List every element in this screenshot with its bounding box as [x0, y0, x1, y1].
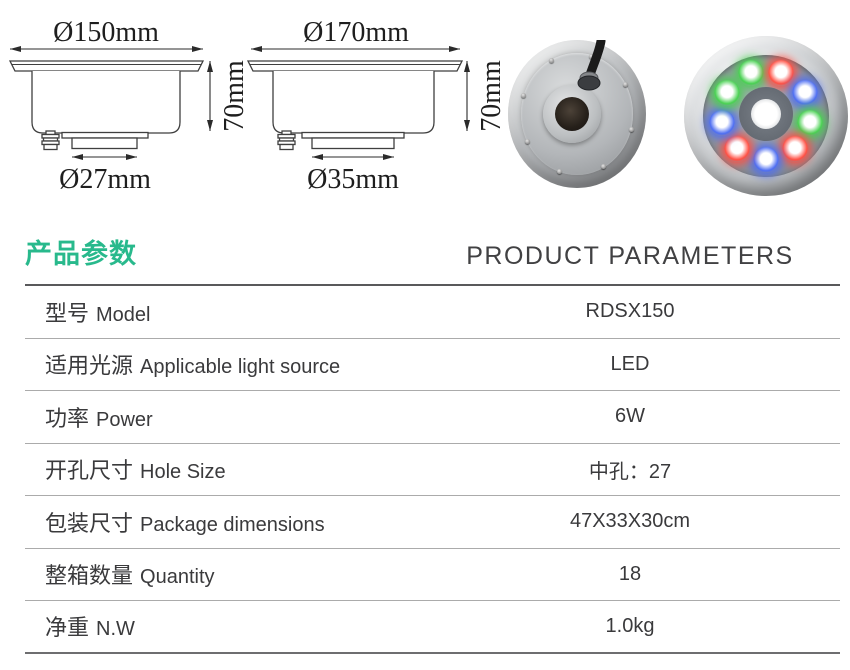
dimension-line-top	[251, 46, 460, 52]
screw	[588, 53, 594, 59]
dimension-line-height	[464, 61, 470, 131]
cable-gland	[577, 75, 601, 91]
row-value: 47X33X30cm	[569, 510, 691, 533]
lip	[61, 131, 149, 139]
table-row: 整箱数量 Quantity 18	[25, 549, 840, 601]
lip	[301, 131, 405, 139]
dimension-label-top-diameter: Ø170mm	[303, 17, 409, 48]
dimension-line-height	[207, 61, 213, 131]
table-row: 型号 Model RDSX150	[25, 286, 840, 339]
screw	[521, 92, 527, 98]
row-label-en: Package dimensions	[140, 513, 325, 536]
led-4	[781, 136, 808, 163]
row-label: 净重 N.W	[25, 610, 420, 642]
row-value: 6W	[615, 405, 645, 428]
dimension-line-top	[10, 46, 203, 52]
row-label: 适用光源 Applicable light source	[25, 348, 420, 380]
row-label: 整箱数量 Quantity	[25, 558, 420, 590]
row-label: 包装尺寸 Package dimensions	[25, 506, 420, 538]
section-header: 产品参数 PRODUCT PARAMETERS	[25, 232, 840, 286]
row-label-en: Model	[96, 303, 151, 326]
table-row: 开孔尺寸 Hole Size 中孔：27	[25, 444, 840, 496]
row-label-zh: 整箱数量	[45, 563, 134, 589]
screw	[524, 138, 530, 144]
dimension-line-bottom	[312, 154, 394, 160]
screw	[600, 164, 606, 170]
led-7	[708, 109, 735, 136]
section-title-en: PRODUCT PARAMETERS	[466, 242, 794, 270]
bottom-protrusion	[311, 137, 395, 150]
parameters-table: 型号 Model RDSX150 适用光源 Applicable light sourc…	[25, 286, 840, 654]
row-label-en: N.W	[96, 618, 135, 641]
body	[31, 71, 181, 134]
row-value: LED	[610, 352, 650, 375]
section-title-zh: 产品参数	[25, 239, 137, 269]
dimension-label-height: 70mm	[476, 60, 507, 132]
center-hole	[751, 99, 781, 129]
led-8	[714, 79, 741, 106]
row-label-zh: 功率	[45, 405, 90, 431]
product-photo-front-view	[684, 36, 848, 196]
led-5	[753, 147, 779, 173]
row-value: 中孔：27	[588, 460, 672, 483]
row-label: 型号 Model	[25, 296, 420, 328]
led-2	[791, 79, 818, 106]
led-0	[737, 59, 764, 86]
row-label: 功率 Power	[25, 401, 420, 433]
led-1	[768, 59, 795, 86]
technical-drawing-170mm: Ø170mm 70mm Ø35mm	[246, 17, 507, 195]
screw	[628, 127, 634, 133]
product-photo-back-view	[508, 40, 646, 188]
technical-drawing-150mm: Ø150mm 70mm Ø27mm	[8, 17, 250, 195]
flange	[246, 60, 464, 72]
screw	[622, 81, 628, 87]
row-label-en: Quantity	[140, 566, 215, 589]
fixture-cross-section	[246, 60, 464, 151]
dimension-label-bottom-diameter: Ø35mm	[307, 164, 399, 195]
table-row: 适用光源 Applicable light source LED	[25, 339, 840, 391]
row-label-zh: 型号	[45, 300, 90, 326]
fixture-cross-section	[8, 60, 205, 151]
row-value: 18	[618, 562, 642, 585]
dimension-label-height: 70mm	[219, 60, 250, 132]
led-3	[797, 109, 824, 136]
bottom-protrusion	[71, 137, 138, 150]
row-label-zh: 开孔尺寸	[45, 458, 134, 484]
flange	[8, 60, 205, 72]
power-cable	[577, 40, 606, 91]
cable-gland	[41, 130, 60, 151]
dimension-line-bottom	[72, 154, 137, 160]
table-row: 包装尺寸 Package dimensions 47X33X30cm	[25, 496, 840, 549]
row-label-zh: 净重	[45, 615, 90, 641]
row-label-en: Power	[96, 408, 153, 431]
row-label: 开孔尺寸 Hole Size	[25, 453, 420, 485]
row-value: 1.0kg	[605, 614, 655, 637]
table-row: 功率 Power 6W	[25, 391, 840, 444]
led-6	[724, 136, 751, 163]
body	[272, 71, 435, 134]
dimension-label-top-diameter: Ø150mm	[53, 17, 159, 48]
table-row: 净重 N.W 1.0kg	[25, 601, 840, 654]
screw	[557, 168, 563, 174]
row-value: RDSX150	[585, 300, 675, 323]
product-parameters-section: 产品参数 PRODUCT PARAMETERS 型号 Model RDSX150 适用…	[25, 232, 840, 654]
row-label-zh: 包装尺寸	[45, 510, 134, 536]
row-label-en: Hole Size	[140, 461, 226, 484]
dimension-label-bottom-diameter: Ø27mm	[59, 164, 151, 195]
center-hole	[555, 97, 589, 131]
row-label-zh: 适用光源	[45, 353, 134, 379]
row-label-en: Applicable light source	[140, 356, 341, 379]
cable-gland	[277, 130, 296, 151]
screw	[549, 58, 555, 64]
